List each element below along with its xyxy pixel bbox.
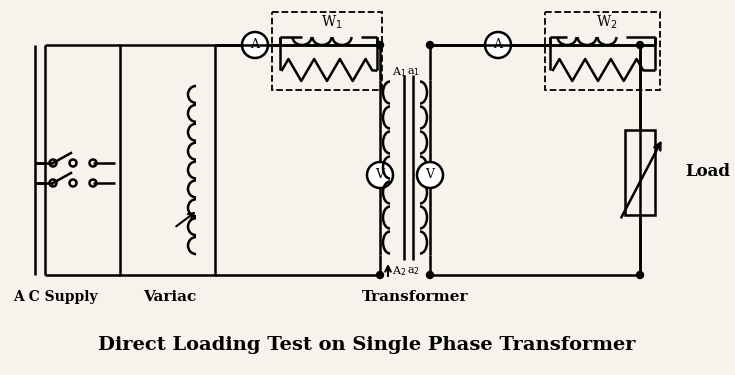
Bar — [120, 45, 215, 275]
Text: A: A — [493, 39, 503, 51]
Text: A C Supply: A C Supply — [12, 290, 97, 304]
Text: a$_2$: a$_2$ — [407, 265, 420, 277]
Circle shape — [70, 180, 76, 186]
Text: V: V — [426, 168, 434, 182]
Text: Transformer: Transformer — [362, 290, 468, 304]
Circle shape — [426, 272, 434, 279]
Circle shape — [376, 42, 384, 48]
Text: Load: Load — [685, 164, 730, 180]
Circle shape — [90, 159, 96, 166]
Circle shape — [90, 180, 96, 186]
Bar — [272, 12, 382, 90]
Circle shape — [417, 162, 443, 188]
Bar — [625, 130, 655, 215]
Text: a$_1$: a$_1$ — [407, 66, 420, 78]
Text: A$_2$: A$_2$ — [392, 264, 406, 278]
Circle shape — [376, 272, 384, 279]
Circle shape — [242, 32, 268, 58]
Text: A: A — [251, 39, 259, 51]
Bar — [545, 12, 660, 90]
Text: A$_1$: A$_1$ — [392, 65, 406, 79]
Circle shape — [426, 42, 434, 48]
Text: Variac: Variac — [143, 290, 197, 304]
Text: Direct Loading Test on Single Phase Transformer: Direct Loading Test on Single Phase Tran… — [98, 336, 636, 354]
Circle shape — [637, 272, 644, 279]
Text: W$_1$: W$_1$ — [321, 13, 343, 31]
Text: W$_2$: W$_2$ — [596, 13, 618, 31]
Circle shape — [367, 162, 393, 188]
Circle shape — [70, 159, 76, 166]
Text: V: V — [376, 168, 384, 182]
Circle shape — [49, 159, 57, 166]
Circle shape — [637, 42, 644, 48]
Circle shape — [485, 32, 511, 58]
Circle shape — [49, 180, 57, 186]
